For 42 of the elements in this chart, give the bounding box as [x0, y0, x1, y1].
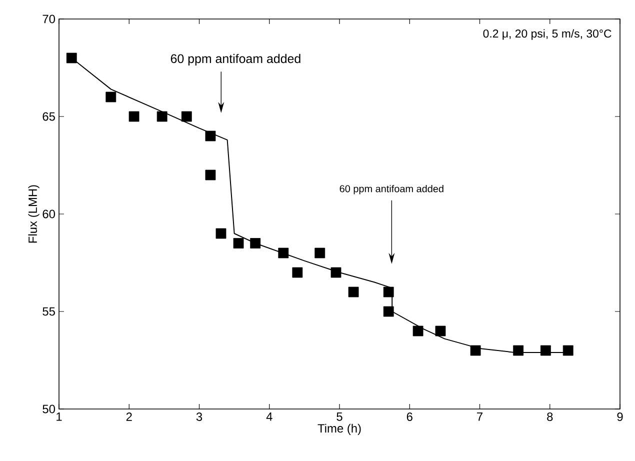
point — [562, 345, 574, 356]
x-tick-label: 9 — [617, 412, 623, 421]
x-tick-label: 3 — [196, 412, 202, 421]
y-tick-label: 55 — [42, 307, 55, 316]
point — [348, 286, 359, 298]
point — [205, 130, 216, 142]
y-tick-label: 65 — [42, 112, 55, 121]
point — [106, 92, 116, 102]
y-axis-title: Flux (LMH) — [28, 185, 40, 243]
point — [250, 238, 261, 248]
annotation: 60 ppm antifoam added — [170, 54, 300, 66]
point — [330, 267, 342, 278]
point — [156, 111, 168, 122]
point — [513, 345, 524, 356]
point — [205, 170, 216, 180]
y-tick-label: 60 — [42, 210, 56, 218]
point — [383, 286, 394, 298]
x-tick-label: 5 — [336, 412, 342, 421]
point — [66, 52, 77, 64]
x-tick-label: 7 — [477, 412, 482, 421]
point — [292, 267, 303, 278]
point — [540, 345, 551, 356]
y-tick-label: 70 — [42, 14, 56, 24]
point — [383, 306, 394, 317]
x-axis-title: Time (h) — [318, 424, 361, 435]
annotation: 60 ppm antifoam added — [340, 184, 444, 194]
x-tick-label: 8 — [547, 412, 553, 421]
point — [181, 111, 192, 122]
x-tick-label: 1 — [56, 412, 62, 421]
x-tick-label: 4 — [266, 412, 272, 421]
point — [470, 345, 481, 356]
y-tick-label: 50 — [42, 404, 56, 414]
point — [128, 111, 140, 122]
point — [435, 326, 446, 336]
point — [216, 228, 226, 239]
x-tick-label: 2 — [126, 412, 132, 421]
point — [233, 238, 244, 248]
point — [278, 248, 289, 258]
annotation: 0.2 μ, 20 psi, 5 m/s, 30°C — [483, 29, 612, 40]
point — [314, 248, 326, 258]
point — [412, 326, 424, 336]
x-tick-label: 6 — [406, 412, 412, 421]
